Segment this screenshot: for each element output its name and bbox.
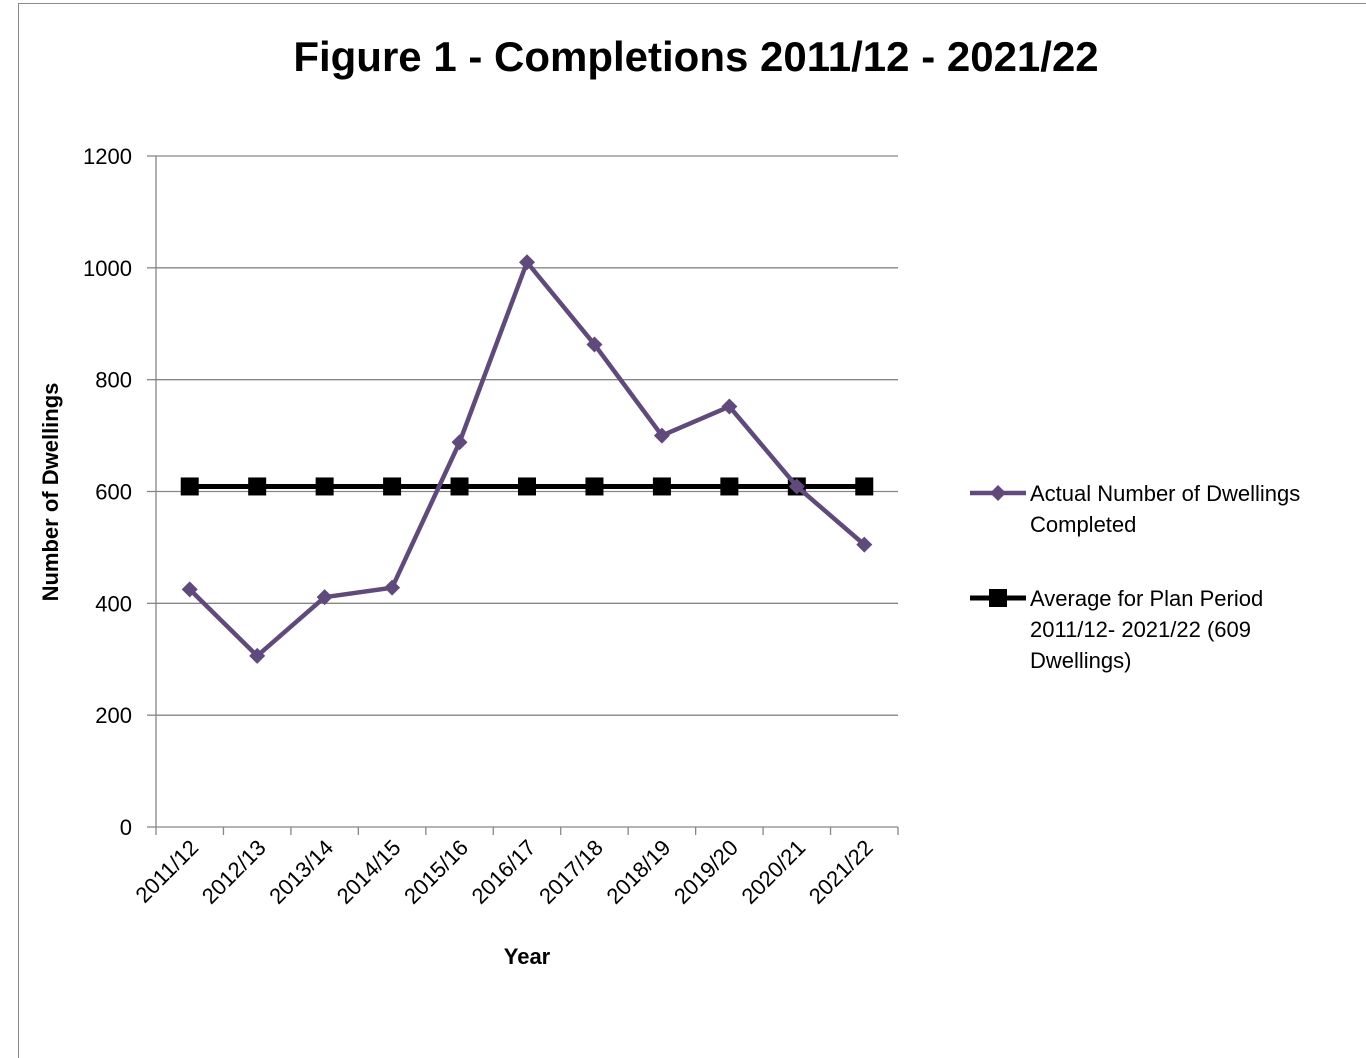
- axes: 0 200 400 600 800 1000 1200 2011/122012/132013/…: [83, 144, 899, 909]
- chart-frame: [18, 3, 1366, 1058]
- x-tick-label: 2018/19: [602, 835, 676, 909]
- data-point: [653, 427, 670, 444]
- x-tick-label: 2019/20: [669, 835, 743, 909]
- data-point: [518, 477, 536, 496]
- legend-label: Actual Number of Dwellings: [1030, 481, 1300, 506]
- y-tick-label: 0: [120, 815, 132, 840]
- data-point: [586, 336, 603, 353]
- data-point: [450, 477, 469, 496]
- series-actual-completions: [181, 254, 873, 664]
- legend-label: Completed: [1030, 512, 1136, 537]
- y-tick-label: 1200: [83, 144, 132, 169]
- legend-marker: [989, 589, 1007, 607]
- data-point: [720, 477, 739, 496]
- x-tick-label: 2020/21: [736, 835, 810, 909]
- data-point: [652, 477, 671, 496]
- data-point: [315, 477, 334, 496]
- y-tick-label: 800: [95, 368, 132, 393]
- data-point: [855, 477, 874, 496]
- data-point: [585, 477, 604, 496]
- data-point: [451, 434, 468, 451]
- y-axis-title: Number of Dwellings: [38, 383, 63, 602]
- data-point: [384, 579, 401, 596]
- data-point: [519, 254, 535, 271]
- y-tick-label: 400: [95, 591, 132, 616]
- x-tick-label: 2012/13: [197, 835, 271, 909]
- chart-title: Figure 1 - Completions 2011/12 - 2021/22: [293, 33, 1098, 80]
- data-point: [316, 589, 333, 606]
- x-tick-label: 2014/15: [332, 835, 406, 909]
- data-point: [383, 477, 402, 496]
- y-tick-label: 200: [95, 703, 132, 728]
- legend-label: Average for Plan Period: [1030, 586, 1263, 611]
- data-point: [856, 536, 873, 553]
- data-point: [181, 581, 198, 598]
- data-point: [248, 477, 267, 496]
- legend-entry: Actual Number of Dwellings Completed: [970, 481, 1300, 537]
- data-point: [721, 398, 738, 415]
- legend-label: Dwellings): [1030, 648, 1131, 673]
- x-axis-title: Year: [504, 944, 551, 969]
- x-tick-label: 2021/22: [804, 835, 878, 909]
- data-point: [249, 647, 266, 664]
- legend: Actual Number of Dwellings Completed Avera…: [970, 481, 1300, 673]
- x-tick-label: 2016/17: [467, 835, 541, 909]
- legend-entry: Average for Plan Period 2011/12- 2021/22 …: [970, 586, 1263, 673]
- series: [180, 254, 874, 664]
- gridlines: [156, 155, 898, 716]
- x-tick-label: 2015/16: [399, 835, 473, 909]
- data-point: [180, 477, 199, 496]
- x-tick-label: 2017/18: [534, 835, 608, 909]
- x-tick-label: 2013/14: [264, 835, 338, 909]
- x-tick-label: 2011/12: [130, 835, 203, 908]
- data-point: [788, 478, 805, 495]
- series-line: [188, 259, 866, 659]
- legend-marker: [990, 485, 1006, 501]
- legend-label: 2011/12- 2021/22 (609: [1030, 617, 1251, 642]
- y-tick-label: 600: [95, 480, 132, 505]
- y-tick-label: 1000: [83, 256, 132, 281]
- series-plan-average: [180, 477, 874, 496]
